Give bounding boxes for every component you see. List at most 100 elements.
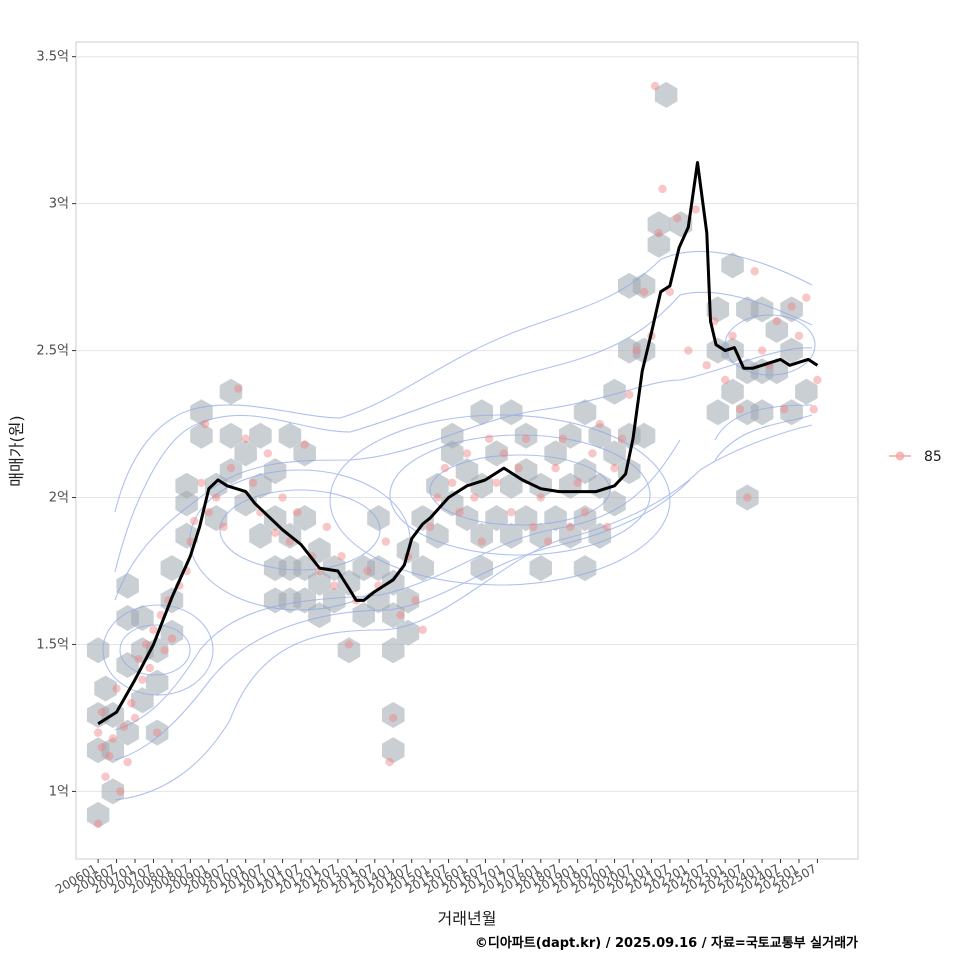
data-point [363, 566, 372, 576]
contour-line [714, 404, 813, 461]
data-point [381, 537, 391, 546]
data-point [455, 508, 464, 517]
hex-bin [455, 458, 479, 485]
hex-bin [632, 422, 656, 449]
hex-bin [116, 572, 139, 599]
data-point [226, 463, 236, 473]
data-point [477, 537, 486, 546]
data-point [248, 478, 258, 488]
data-point [650, 81, 660, 91]
hex-bin [706, 296, 730, 323]
hex-bin [470, 399, 493, 426]
hex-bin [145, 719, 169, 746]
data-point [780, 405, 789, 414]
data-point [411, 596, 420, 605]
hex-bin [160, 555, 184, 582]
data-point [757, 346, 767, 355]
data-point [735, 405, 745, 414]
data-point [514, 463, 523, 473]
data-point [639, 287, 649, 297]
hex-bin [441, 440, 464, 467]
data-point [684, 346, 693, 355]
data-point [270, 528, 280, 537]
data-point [691, 205, 700, 214]
data-point [149, 625, 158, 634]
hex-bin [632, 272, 656, 299]
data-point [794, 331, 804, 341]
data-point [702, 361, 711, 370]
hex-bin [234, 440, 257, 467]
legend-point [895, 451, 905, 461]
y-tick-label: 2.5억 [36, 344, 69, 359]
hex-bin [559, 522, 582, 549]
y-tick-label: 2억 [49, 491, 69, 506]
scatter-points [93, 81, 822, 828]
data-point [93, 728, 103, 737]
y-axis-title: 매매가(원) [7, 415, 26, 486]
data-point [241, 434, 250, 443]
data-point [293, 508, 302, 517]
hex-bin [293, 587, 316, 614]
data-point [219, 522, 228, 532]
hex-bin [263, 505, 287, 532]
data-point [658, 184, 667, 194]
hex-bin [426, 472, 449, 499]
data-point [330, 581, 339, 590]
hex-bin [544, 505, 567, 532]
hex-bin [145, 669, 169, 696]
data-point [97, 707, 107, 717]
y-tick-label: 1억 [49, 784, 69, 799]
hex-bin [175, 490, 198, 517]
x-axis-title: 거래년월 [438, 909, 497, 928]
hex-bin [750, 399, 774, 426]
data-point [499, 449, 509, 458]
data-point [300, 440, 309, 449]
data-point [787, 302, 796, 311]
data-point [322, 522, 332, 532]
data-point [130, 713, 140, 723]
data-point [632, 346, 641, 355]
data-point [521, 434, 531, 443]
hex-bin [86, 801, 110, 828]
data-point [721, 375, 730, 385]
hex-bin [249, 422, 272, 449]
hex-bin [219, 422, 243, 449]
hex-bin [322, 587, 346, 614]
hex-bin [780, 296, 803, 323]
contour-line [114, 291, 813, 573]
hex-bin [500, 522, 523, 549]
data-point [145, 663, 154, 673]
hex-bin [411, 505, 434, 532]
contour-line [114, 424, 813, 801]
contour-line [102, 604, 214, 696]
hex-bin [94, 675, 117, 702]
data-point [418, 625, 427, 634]
contour-line [724, 314, 816, 376]
data-point [152, 728, 162, 737]
data-point [529, 522, 538, 532]
data-point [728, 331, 737, 341]
contour-line [114, 250, 813, 513]
data-point [551, 463, 560, 473]
hex-bin [470, 555, 493, 582]
hex-bin [529, 472, 552, 499]
data-point [200, 419, 210, 429]
contour-line [329, 414, 671, 586]
contour-line [114, 479, 691, 761]
data-point [138, 675, 147, 684]
data-point [263, 449, 273, 458]
data-point [673, 214, 682, 223]
hex-bin [175, 522, 198, 549]
data-point [625, 390, 634, 399]
data-point [134, 654, 143, 664]
hex-bin [382, 737, 405, 764]
hex-bin [308, 569, 331, 596]
data-point [440, 463, 450, 473]
data-point [385, 757, 394, 767]
data-point [573, 478, 582, 488]
contour-line [219, 489, 381, 571]
data-point [123, 757, 132, 767]
hex-bin [426, 522, 449, 549]
hex-bin [367, 505, 390, 532]
